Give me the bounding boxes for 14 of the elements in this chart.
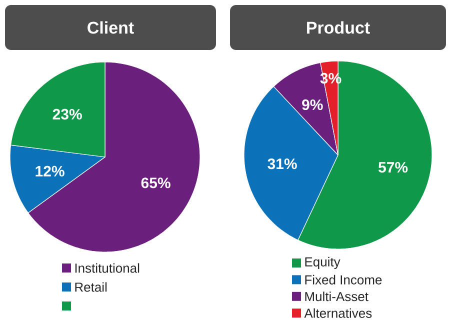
legend-label: Institutional (75, 263, 140, 273)
data-label: 65% (141, 178, 170, 188)
data-label: 57% (378, 162, 408, 173)
data-label: 31% (268, 158, 297, 170)
data-label: 9% (302, 99, 323, 110)
chart-title: Client (88, 21, 134, 34)
data-label: 12% (36, 166, 64, 176)
legend-label: Equity (305, 256, 340, 270)
legend-label: Multi-Asset (305, 292, 368, 302)
legend-label: Fixed Income (305, 274, 382, 284)
data-label: 23% (52, 108, 82, 120)
legend-label: Alternatives (304, 308, 372, 318)
chart-title: Product (307, 21, 370, 34)
legend-label: Retail (75, 282, 107, 292)
